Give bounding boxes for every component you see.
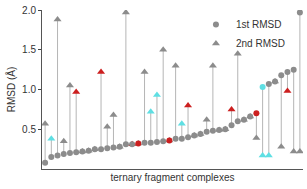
svg-text:0.5: 0.5 <box>22 124 36 135</box>
svg-text:2.0: 2.0 <box>22 5 36 16</box>
svg-text:1.0: 1.0 <box>22 84 36 95</box>
svg-text:1st RMSD: 1st RMSD <box>236 19 282 30</box>
svg-text:1.5: 1.5 <box>22 44 36 55</box>
svg-text:2nd RMSD: 2nd RMSD <box>236 38 285 49</box>
svg-text:RMSD (Å): RMSD (Å) <box>5 67 17 113</box>
svg-text:ternary fragment complexes: ternary fragment complexes <box>111 172 235 183</box>
